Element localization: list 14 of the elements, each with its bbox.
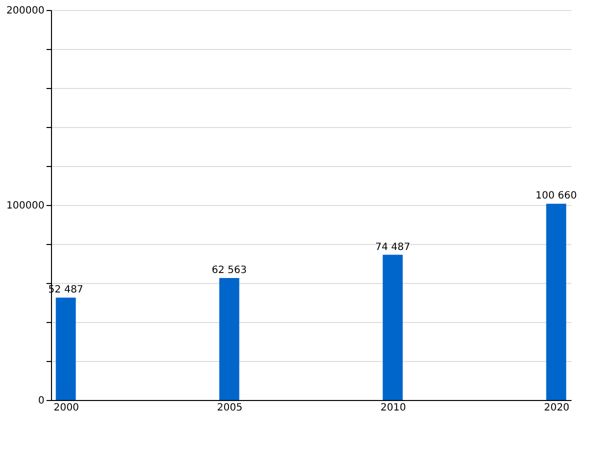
bar [56, 298, 76, 400]
x-tick-label: 2000 [54, 402, 80, 414]
data-label: 62 563 [212, 265, 247, 276]
bar [219, 278, 240, 400]
data-label: 74 487 [375, 242, 410, 253]
bar [382, 254, 403, 400]
y-tick-label: 200000 [6, 6, 44, 16]
data-label: 100 660 [536, 190, 577, 202]
bar [546, 204, 566, 400]
x-tick-label: 2010 [380, 402, 406, 414]
y-tick-label: 0 [38, 396, 44, 406]
x-tick-label: 2020 [544, 402, 570, 414]
y-tick-label: 100000 [6, 200, 44, 212]
x-tick-label: 2005 [217, 402, 242, 414]
